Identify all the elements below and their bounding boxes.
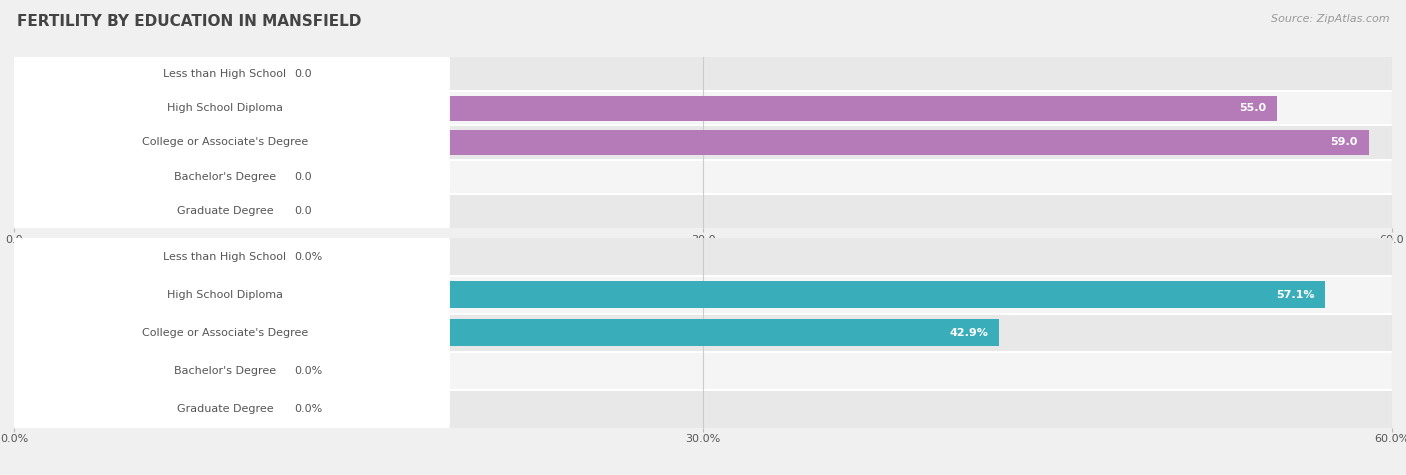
Bar [14,57,1392,91]
Text: 0.0%: 0.0% [295,251,323,262]
FancyBboxPatch shape [0,140,450,214]
Bar [14,314,1392,352]
Bar [14,194,1392,228]
Text: 0.0%: 0.0% [295,403,323,414]
Text: 0.0: 0.0 [295,206,312,216]
Bar [14,160,1392,194]
Bar [14,352,1392,390]
Bar [14,276,1392,314]
Text: Bachelor's Degree: Bachelor's Degree [174,171,276,182]
Text: Less than High School: Less than High School [163,69,287,79]
Text: FERTILITY BY EDUCATION IN MANSFIELD: FERTILITY BY EDUCATION IN MANSFIELD [17,14,361,29]
Bar [14,357,278,384]
Bar [14,91,1392,125]
FancyBboxPatch shape [0,367,450,450]
Bar [14,130,1369,155]
Text: Less than High School: Less than High School [163,251,287,262]
Bar [14,319,1000,346]
FancyBboxPatch shape [0,174,450,248]
FancyBboxPatch shape [0,291,450,374]
Text: College or Associate's Degree: College or Associate's Degree [142,327,308,338]
Text: High School Diploma: High School Diploma [167,289,283,300]
FancyBboxPatch shape [0,329,450,412]
Text: 0.0: 0.0 [295,171,312,182]
Text: 42.9%: 42.9% [949,327,988,338]
Text: Source: ZipAtlas.com: Source: ZipAtlas.com [1271,14,1389,24]
Text: College or Associate's Degree: College or Associate's Degree [142,137,308,148]
Bar [14,281,1326,308]
Text: 0.0: 0.0 [295,69,312,79]
Text: 0.0%: 0.0% [295,365,323,376]
FancyBboxPatch shape [0,253,450,336]
FancyBboxPatch shape [0,105,450,180]
Bar [14,96,1277,121]
Text: Graduate Degree: Graduate Degree [177,403,273,414]
Bar [14,243,278,270]
Bar [14,395,278,422]
Text: 59.0: 59.0 [1330,137,1358,148]
FancyBboxPatch shape [0,71,450,145]
Bar [14,238,1392,276]
Bar [14,125,1392,160]
Text: Graduate Degree: Graduate Degree [177,206,273,216]
Bar [14,199,278,223]
FancyBboxPatch shape [0,37,450,111]
Bar [14,390,1392,428]
FancyBboxPatch shape [0,215,450,298]
Text: 55.0: 55.0 [1239,103,1265,114]
Text: Bachelor's Degree: Bachelor's Degree [174,365,276,376]
Text: 57.1%: 57.1% [1275,289,1315,300]
Bar [14,62,278,86]
Bar [14,164,278,189]
Text: High School Diploma: High School Diploma [167,103,283,114]
